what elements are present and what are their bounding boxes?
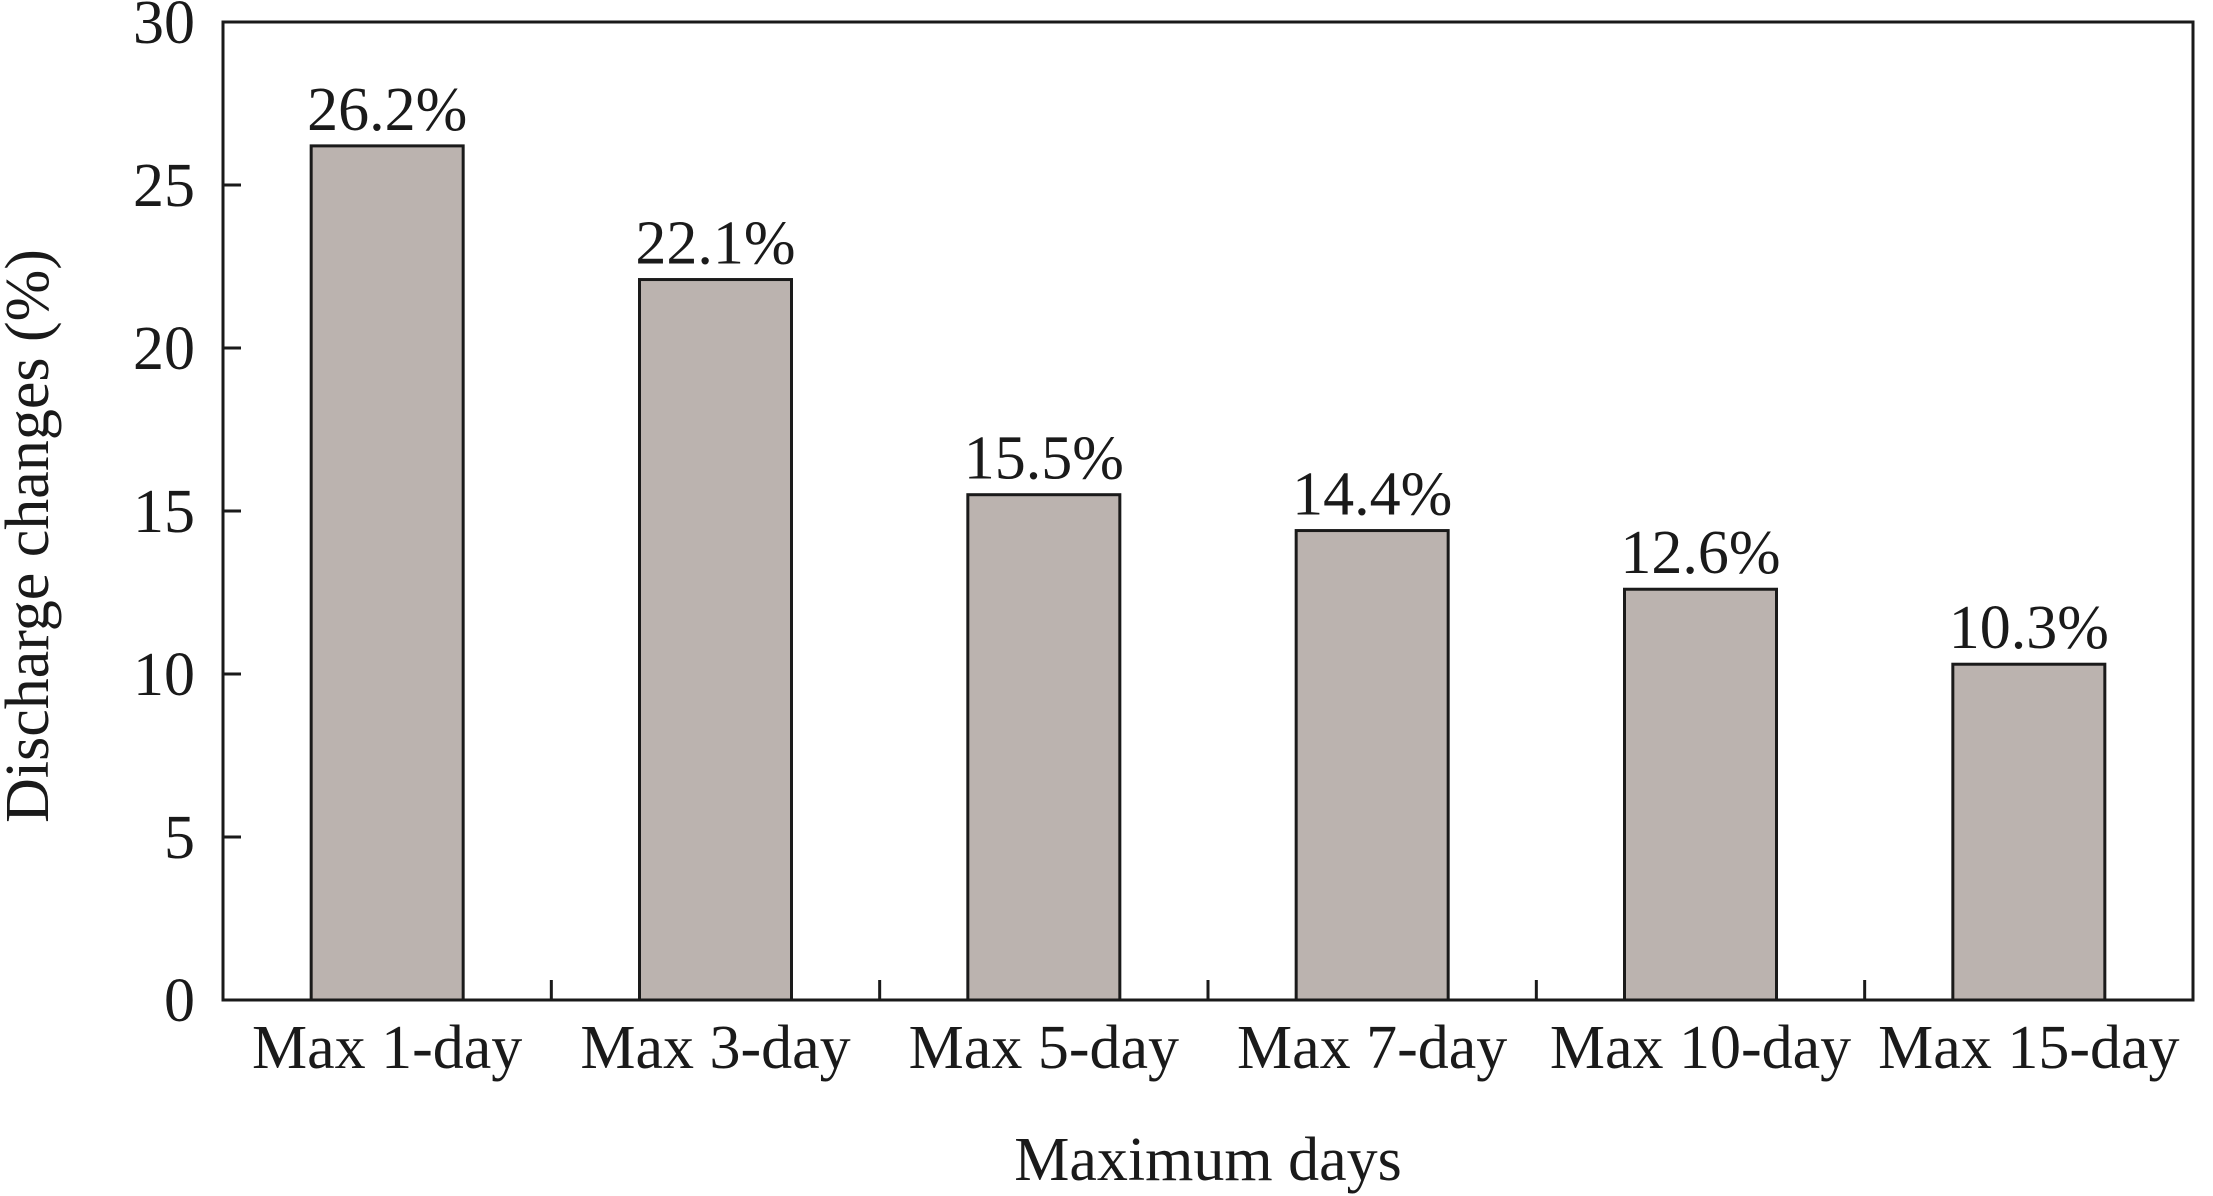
bar-1 [638,278,793,1002]
data-label-3: 14.4% [1292,461,1452,529]
data-label-4: 12.6% [1620,519,1780,587]
data-label-5: 10.3% [1949,594,2109,662]
bar-3 [1294,529,1450,1002]
y-tick-label-5: 25 [133,152,195,220]
x-tick-label-1: Max 3-day [580,1014,850,1082]
bar-4 [1623,587,1778,1002]
x-tick-label-3: Max 7-day [1237,1014,1507,1082]
y-tick-label-4: 20 [133,315,195,383]
y-tick-label-2: 10 [133,641,195,709]
x-tick-label-5: Max 15-day [1878,1014,2179,1082]
x-axis-title: Maximum days [1014,1126,1401,1194]
y-tick-label-1: 5 [164,804,195,872]
y-tick-label-6: 30 [133,0,195,57]
x-tick-label-4: Max 10-day [1550,1014,1851,1082]
data-label-0: 26.2% [307,76,467,144]
plot-frame [221,20,2195,1002]
plot-area: 0 5 10 15 20 25 30 26.2% Max 1-day 22.1% Max 3-day… [133,0,2195,1082]
bar-5 [1951,662,2107,1002]
data-label-2: 15.5% [964,425,1124,493]
y-axis-title: Discharge changes (%) [0,249,62,823]
y-tick-label-3: 15 [133,478,195,546]
x-tick-label-2: Max 5-day [909,1014,1179,1082]
bar-2 [966,493,1122,1002]
y-tick-label-0: 0 [164,967,195,1035]
bar-0 [309,144,465,1002]
data-label-1: 22.1% [635,210,795,278]
x-tick-label-0: Max 1-day [252,1014,522,1082]
